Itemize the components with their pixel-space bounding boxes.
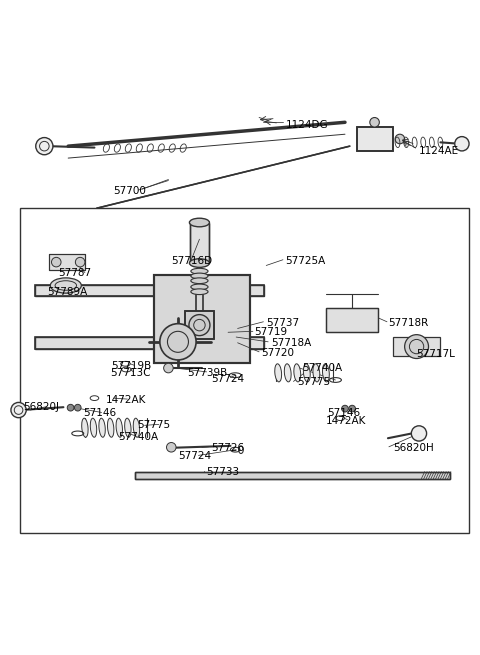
Text: 1124AE: 1124AE bbox=[419, 146, 459, 156]
Ellipse shape bbox=[82, 418, 88, 438]
Text: 57146: 57146 bbox=[84, 409, 117, 419]
Ellipse shape bbox=[125, 418, 131, 438]
Bar bbox=[35, 337, 264, 349]
Circle shape bbox=[164, 364, 173, 373]
Bar bbox=[154, 275, 250, 364]
Circle shape bbox=[405, 335, 429, 358]
Text: 57713C: 57713C bbox=[110, 368, 151, 378]
Bar bbox=[49, 253, 85, 271]
Text: 57718A: 57718A bbox=[271, 338, 311, 348]
Circle shape bbox=[74, 404, 81, 411]
Text: 57775: 57775 bbox=[137, 421, 170, 430]
Circle shape bbox=[455, 137, 469, 151]
Ellipse shape bbox=[90, 418, 96, 438]
Bar bbox=[190, 223, 209, 263]
Text: 1472AK: 1472AK bbox=[326, 415, 366, 426]
Ellipse shape bbox=[116, 418, 122, 438]
Bar bbox=[49, 253, 85, 271]
Ellipse shape bbox=[191, 278, 208, 284]
Text: 57717L: 57717L bbox=[417, 348, 456, 359]
Bar bbox=[35, 337, 264, 349]
Text: 1124DG: 1124DG bbox=[285, 120, 328, 130]
Ellipse shape bbox=[190, 259, 209, 267]
Bar bbox=[135, 472, 450, 479]
Circle shape bbox=[11, 402, 26, 418]
Bar bbox=[35, 284, 264, 297]
Ellipse shape bbox=[191, 284, 208, 290]
Text: 56820J: 56820J bbox=[23, 402, 59, 412]
Ellipse shape bbox=[108, 418, 114, 438]
Ellipse shape bbox=[294, 364, 300, 382]
Bar bbox=[393, 337, 441, 356]
Circle shape bbox=[36, 138, 53, 155]
Text: 1472AK: 1472AK bbox=[106, 395, 146, 405]
Ellipse shape bbox=[191, 289, 208, 295]
Text: 57719: 57719 bbox=[254, 328, 288, 337]
Text: 57718R: 57718R bbox=[388, 318, 428, 328]
Bar bbox=[190, 223, 209, 263]
Ellipse shape bbox=[284, 364, 291, 382]
Circle shape bbox=[51, 257, 61, 267]
Text: 57740A: 57740A bbox=[118, 432, 158, 442]
Circle shape bbox=[370, 117, 379, 127]
Circle shape bbox=[411, 426, 427, 441]
Bar bbox=[357, 127, 393, 151]
Ellipse shape bbox=[323, 364, 329, 382]
Bar bbox=[326, 309, 378, 332]
Circle shape bbox=[160, 324, 196, 360]
Ellipse shape bbox=[190, 218, 209, 227]
Circle shape bbox=[342, 405, 348, 412]
Ellipse shape bbox=[133, 418, 140, 438]
Ellipse shape bbox=[191, 269, 208, 274]
Text: 57724: 57724 bbox=[211, 373, 244, 384]
Text: 57720: 57720 bbox=[262, 348, 294, 358]
Ellipse shape bbox=[191, 273, 208, 279]
Text: 57740A: 57740A bbox=[302, 363, 342, 373]
Text: 57725A: 57725A bbox=[285, 255, 325, 266]
Circle shape bbox=[67, 404, 74, 411]
Text: 57726: 57726 bbox=[211, 443, 244, 453]
Text: 57739B: 57739B bbox=[188, 368, 228, 378]
Bar bbox=[185, 310, 214, 339]
Bar bbox=[21, 208, 469, 533]
Text: 57789A: 57789A bbox=[47, 287, 87, 297]
Text: 56820H: 56820H bbox=[393, 443, 433, 453]
Text: 57719B: 57719B bbox=[111, 361, 151, 371]
Circle shape bbox=[167, 443, 176, 452]
Text: 57724: 57724 bbox=[178, 451, 211, 461]
Text: 57787: 57787 bbox=[59, 268, 92, 278]
Text: 57733: 57733 bbox=[206, 467, 240, 477]
Ellipse shape bbox=[313, 364, 320, 382]
Ellipse shape bbox=[99, 418, 105, 438]
Ellipse shape bbox=[275, 364, 282, 382]
Bar bbox=[35, 284, 264, 297]
Bar bbox=[135, 472, 450, 479]
Bar bbox=[154, 275, 250, 364]
Circle shape bbox=[395, 134, 405, 143]
Text: 57146: 57146 bbox=[327, 409, 360, 419]
Bar bbox=[185, 310, 214, 339]
Text: 57716D: 57716D bbox=[171, 255, 212, 266]
Ellipse shape bbox=[303, 364, 310, 382]
Ellipse shape bbox=[50, 278, 81, 293]
Circle shape bbox=[189, 314, 210, 335]
Bar bbox=[326, 309, 378, 332]
Circle shape bbox=[349, 405, 356, 412]
Bar bbox=[357, 127, 393, 151]
Text: 57737: 57737 bbox=[266, 318, 300, 328]
Circle shape bbox=[75, 257, 85, 267]
Text: 57700: 57700 bbox=[114, 187, 146, 196]
Text: 57775: 57775 bbox=[297, 377, 330, 387]
